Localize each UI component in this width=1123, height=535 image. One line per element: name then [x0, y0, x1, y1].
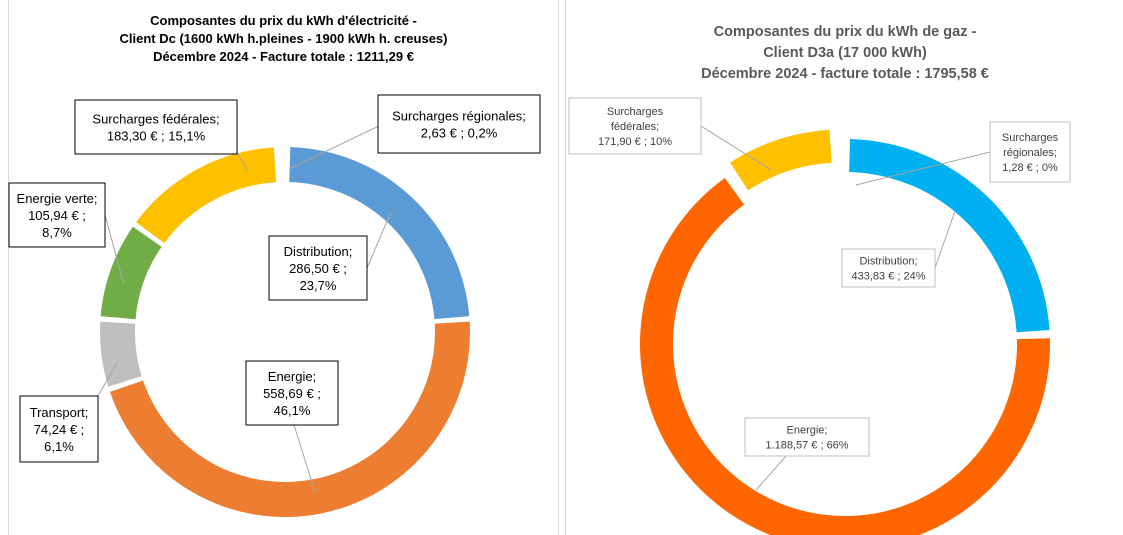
slice-energie — [109, 321, 471, 517]
leader-line — [700, 125, 772, 171]
data-label-text: Distribution; — [284, 244, 353, 259]
data-label-text: régionales; — [1003, 147, 1057, 159]
chart-title-line: Décembre 2024 - Facture totale : 1211,29… — [153, 49, 414, 64]
data-label-text: Surcharges — [607, 106, 664, 118]
data-label-box — [841, 248, 936, 288]
slice-surcharges-federales — [730, 129, 832, 191]
slice-transport — [99, 321, 142, 387]
data-label-text: 558,69 € ; — [263, 386, 321, 401]
data-label-box — [744, 417, 870, 457]
chart-title: Composantes du prix du kWh d'électricité… — [9, 12, 558, 66]
data-label-text: 286,50 € ; — [289, 261, 347, 276]
data-label-box — [268, 235, 368, 301]
data-label-box — [74, 99, 238, 155]
chart-title-line: Composantes du prix du kWh d'électricité… — [150, 13, 417, 28]
data-label-text: Surcharges fédérales; — [92, 111, 219, 126]
data-label-box — [568, 97, 702, 155]
leader-line — [855, 151, 991, 186]
slice-distribution — [849, 139, 1050, 333]
doughnut-chart-electricite: Surcharges régionales; 2,63 € ; 0,2% Distr… — [8, 94, 541, 517]
leader-line — [934, 210, 956, 269]
slice-surcharges-federales — [136, 147, 277, 244]
chart-panel-electricite: Composantes du prix du kWh d'électricité… — [8, 0, 559, 535]
data-label-box — [245, 360, 339, 426]
data-label-box — [8, 182, 106, 248]
data-label-text: 6,1% — [44, 439, 74, 454]
data-label-text: Distribution; — [859, 256, 917, 268]
slice-energie-verte — [100, 226, 162, 320]
data-label-text: Transport; — [30, 405, 89, 420]
data-label-text: 8,7% — [42, 225, 72, 240]
data-label-text: Energie verte; — [17, 191, 98, 206]
data-label-text: Surcharges régionales; — [392, 108, 526, 123]
data-label-text: 433,83 € ; 24% — [851, 271, 925, 283]
data-label-text: Energie; — [787, 425, 828, 437]
chart-title-line: Client Dc (1600 kWh h.pleines - 1900 kWh… — [119, 31, 448, 46]
leader-line — [97, 362, 118, 397]
chart-title-line: Décembre 2024 - facture totale : 1795,58… — [701, 66, 989, 82]
chart-panel-gaz: Composantes du prix du kWh de gaz - Clie… — [565, 0, 1123, 535]
leader-line — [236, 151, 248, 171]
leader-line — [293, 424, 316, 493]
leader-line — [290, 124, 382, 169]
slice-distribution — [289, 147, 470, 320]
data-label-text: 183,30 € ; 15,1% — [107, 128, 206, 143]
data-label-text: 1.188,57 € ; 66% — [765, 440, 848, 452]
chart-title-line: Client D3a (17 000 kWh) — [763, 45, 927, 61]
data-label-box — [377, 94, 541, 154]
data-label-text: fédérales; — [611, 121, 659, 133]
data-label-text: 1,28 € ; 0% — [1002, 162, 1058, 174]
data-label-text: Surcharges — [1002, 132, 1059, 144]
chart-title-line: Composantes du prix du kWh de gaz - — [713, 24, 977, 40]
leader-line — [104, 214, 125, 286]
data-label-text: 171,90 € ; 10% — [598, 136, 672, 148]
data-label-text: 2,63 € ; 0,2% — [421, 125, 498, 140]
data-label-text: 46,1% — [274, 403, 311, 418]
chart-title: Composantes du prix du kWh de gaz - Clie… — [566, 22, 1123, 85]
data-label-box — [989, 121, 1071, 183]
data-label-text: 74,24 € ; — [34, 422, 85, 437]
data-label-text: 23,7% — [300, 278, 337, 293]
data-label-box — [19, 395, 99, 463]
leader-line — [366, 211, 392, 269]
data-label-text: Energie; — [268, 369, 316, 384]
leader-line — [755, 455, 787, 491]
doughnut-chart-gaz: Surcharges régionales; 1,28 € ; 0% Distribu… — [568, 97, 1071, 535]
data-label-text: 105,94 € ; — [28, 208, 86, 223]
